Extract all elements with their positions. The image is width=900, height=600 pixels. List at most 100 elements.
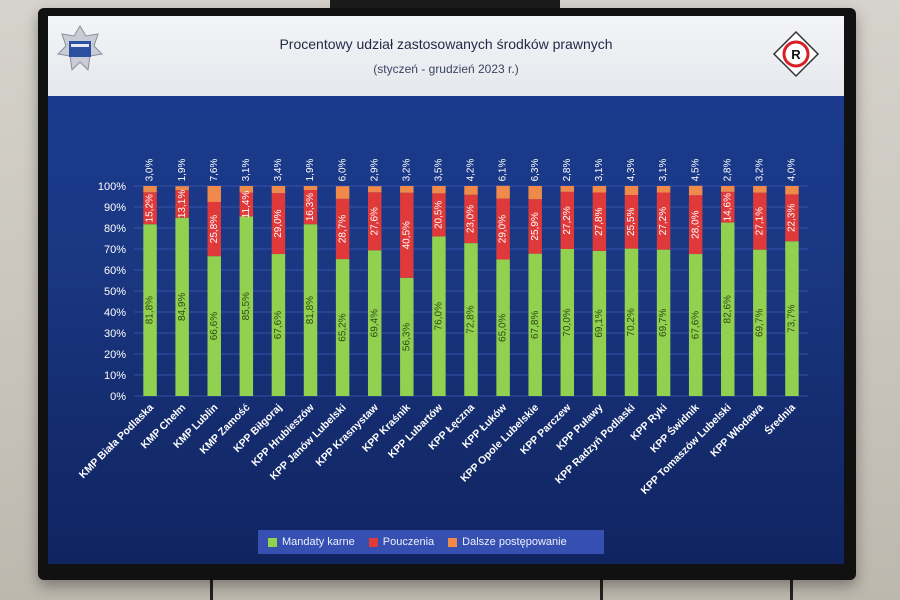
data-label: 56,3% bbox=[401, 323, 412, 351]
data-label: 16,3% bbox=[305, 193, 316, 221]
bar-segment bbox=[207, 256, 221, 396]
bar-segment bbox=[785, 194, 799, 242]
data-label: 7,6% bbox=[209, 158, 220, 181]
cable bbox=[600, 578, 603, 600]
data-label: 28,0% bbox=[690, 210, 701, 238]
data-label: 69,7% bbox=[658, 309, 669, 337]
cable bbox=[790, 578, 793, 600]
legend-label: Dalsze postępowanie bbox=[462, 536, 567, 548]
data-label: 85,5% bbox=[241, 292, 252, 320]
bar-segment bbox=[239, 186, 254, 193]
cable bbox=[210, 578, 213, 600]
data-label: 1,9% bbox=[305, 158, 316, 181]
data-label: 29,0% bbox=[498, 215, 509, 243]
bar-segment bbox=[335, 259, 350, 396]
bar-segment bbox=[656, 249, 671, 396]
bar-segment bbox=[656, 186, 671, 193]
legend-item: Dalsze postępowanie bbox=[448, 536, 567, 548]
slide-header: Procentowy udział zastosowanych środków … bbox=[48, 16, 844, 96]
legend-item: Pouczenia bbox=[368, 536, 434, 548]
bar-segment bbox=[528, 253, 542, 396]
chart-subtitle: (styczeń - grudzień 2023 r.) bbox=[373, 62, 519, 76]
data-label: 11,4% bbox=[241, 191, 252, 219]
data-label: 69,4% bbox=[369, 309, 380, 337]
data-label: 70,2% bbox=[626, 308, 637, 336]
data-label: 4,3% bbox=[626, 158, 637, 181]
data-label: 27,2% bbox=[658, 207, 669, 235]
stacked-bar-chart: 0% 10% 20% 30% 40% 50% 60% 70% 80% 90% 100% 81,8% 1… bbox=[77, 158, 808, 497]
svg-text:R: R bbox=[791, 47, 801, 62]
data-label: 13,1% bbox=[177, 190, 188, 218]
y-tick-label: 10% bbox=[104, 370, 126, 382]
bar-segment bbox=[721, 191, 735, 223]
data-label: 82,6% bbox=[722, 295, 733, 323]
data-label: 14,6% bbox=[722, 193, 733, 221]
data-label: 72,8% bbox=[466, 305, 477, 333]
data-label: 27,2% bbox=[562, 206, 573, 234]
bar-segment bbox=[785, 186, 799, 195]
bar-segment bbox=[143, 186, 157, 193]
y-tick-label: 60% bbox=[104, 265, 126, 277]
bar-segment bbox=[624, 248, 639, 396]
bar-segment bbox=[271, 193, 286, 255]
bar-segment bbox=[496, 185, 510, 199]
data-label: 6,3% bbox=[530, 158, 541, 181]
data-label: 3,2% bbox=[754, 158, 765, 181]
data-label: 76,0% bbox=[434, 302, 445, 330]
bar-segment bbox=[303, 189, 318, 225]
bar-segment bbox=[303, 224, 318, 396]
data-label: 2,8% bbox=[722, 158, 733, 181]
data-label: 3,1% bbox=[658, 158, 669, 181]
data-label: 65,0% bbox=[498, 313, 509, 341]
presentation-slide: Procentowy udział zastosowanych środków … bbox=[48, 16, 844, 564]
legend-label: Mandaty karne bbox=[282, 536, 355, 548]
bar-segment bbox=[207, 201, 221, 257]
data-label: 3,4% bbox=[273, 158, 284, 181]
x-tick-label: Średnia bbox=[762, 401, 799, 438]
y-tick-label: 30% bbox=[104, 328, 126, 340]
bar-segment bbox=[560, 191, 575, 249]
data-label: 29,0% bbox=[273, 209, 284, 237]
police-badge-icon bbox=[56, 24, 104, 78]
data-label: 4,2% bbox=[466, 158, 477, 181]
bar-segment bbox=[464, 194, 478, 244]
data-label: 40,5% bbox=[401, 221, 412, 249]
data-label: 4,5% bbox=[690, 158, 701, 181]
data-label: 67,6% bbox=[690, 311, 701, 339]
bar-segment bbox=[432, 193, 446, 237]
data-label: 65,2% bbox=[337, 313, 348, 341]
y-tick-label: 40% bbox=[104, 307, 126, 319]
bar-segment bbox=[624, 195, 639, 249]
y-tick-label: 70% bbox=[104, 244, 126, 256]
bar-segment bbox=[175, 186, 189, 191]
legend-swatch bbox=[268, 537, 277, 547]
chart-legend: Mandaty karne Pouczenia Dalsze postępowa… bbox=[258, 530, 604, 554]
bar-segment bbox=[496, 259, 510, 396]
y-tick-label: 100% bbox=[98, 181, 126, 193]
data-label: 69,7% bbox=[754, 309, 765, 337]
data-label: 27,6% bbox=[369, 207, 380, 235]
legend-swatch bbox=[368, 537, 378, 547]
bar-segment bbox=[560, 186, 575, 192]
bar-segment bbox=[624, 186, 639, 196]
bar-segment bbox=[721, 222, 735, 396]
data-label: 4,0% bbox=[787, 158, 798, 181]
bar-segment bbox=[400, 186, 414, 193]
data-label: 70,0% bbox=[562, 308, 573, 336]
bar-segment bbox=[592, 192, 607, 251]
data-label: 3,1% bbox=[594, 158, 605, 181]
data-label: 27,8% bbox=[594, 207, 605, 235]
bar-segment bbox=[367, 250, 382, 396]
bar-segment bbox=[688, 254, 703, 396]
data-label: 25,9% bbox=[530, 212, 541, 240]
bar-segment bbox=[239, 192, 254, 217]
y-tick-label: 0% bbox=[110, 391, 126, 403]
bar-segment bbox=[464, 243, 478, 396]
data-label: 1,9% bbox=[177, 158, 188, 181]
y-tick-label: 50% bbox=[104, 286, 126, 298]
bar-segment bbox=[271, 254, 286, 396]
data-label: 6,1% bbox=[498, 158, 509, 181]
data-label: 3,0% bbox=[145, 158, 156, 181]
bar-segment bbox=[367, 192, 382, 251]
bar-segment bbox=[688, 195, 703, 255]
